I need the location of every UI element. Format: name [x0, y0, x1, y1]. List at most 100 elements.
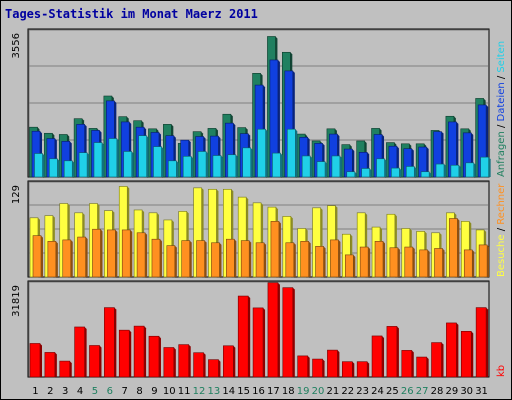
x-tick-label-day-25: 25 — [386, 386, 399, 397]
top-panel-legend-seiten: Seiten — [496, 41, 507, 73]
x-tick-label-day-27: 27 — [416, 386, 429, 397]
bar-rechner-day-13-face — [211, 242, 220, 278]
top-panel-legend: Anfragen / Dateien / Seiten — [496, 41, 507, 177]
bar-rechner-day-28-face — [434, 248, 443, 278]
bar-kb-day-6-side — [114, 307, 117, 377]
bar-rechner-day-5-face — [92, 228, 101, 278]
bar-rechner-day-18 — [285, 242, 296, 278]
bar-kb-day-25-side — [396, 326, 399, 377]
bar-rechner-day-31-face — [478, 244, 488, 278]
bar-seiten-day-21 — [331, 155, 342, 178]
bar-kb-day-2-side — [54, 352, 57, 377]
bar-rechner-day-11 — [181, 240, 192, 278]
bar-rechner-day-5 — [92, 228, 103, 278]
bar-kb-day-14-side — [233, 345, 236, 377]
bar-seiten-day-16-face — [257, 128, 266, 178]
bar-seiten-day-19 — [301, 155, 313, 178]
x-tick-label-day-11: 11 — [178, 386, 191, 397]
bar-seiten-day-11-face — [182, 156, 192, 178]
bar-kb-day-1 — [29, 343, 42, 378]
bar-kb-day-31-face — [475, 307, 487, 378]
bar-kb-day-18-side — [292, 287, 295, 377]
bar-rechner-day-27 — [419, 249, 430, 278]
bar-rechner-day-16-side — [264, 242, 267, 277]
bar-rechner-day-2-face — [47, 241, 57, 278]
bar-rechner-day-6 — [107, 229, 118, 278]
bar-seiten-day-6 — [108, 138, 119, 178]
bar-seiten-day-17-face — [272, 152, 281, 178]
x-tick-label-day-29: 29 — [445, 386, 458, 397]
bar-rechner-day-30-face — [463, 249, 473, 278]
bar-rechner-day-17 — [270, 221, 281, 278]
bar-seiten-day-4 — [78, 152, 90, 178]
bar-kb-day-2 — [44, 352, 57, 378]
bar-rechner-day-7 — [121, 229, 133, 278]
bar-rechner-day-4-face — [77, 236, 86, 278]
bar-kb-day-26-face — [401, 350, 413, 378]
bar-seiten-day-28 — [435, 163, 447, 178]
top-panel-legend-separator: / — [496, 73, 507, 83]
bar-seiten-day-13-side — [220, 155, 223, 177]
bar-seiten-day-6-face — [108, 138, 118, 178]
bar-seiten-day-4-side — [87, 152, 90, 177]
bar-kb-day-25-face — [386, 326, 398, 378]
bar-seiten-day-9-face — [153, 146, 162, 178]
bar-kb-day-3-face — [59, 360, 71, 378]
bar-kb-day-24-side — [382, 335, 385, 377]
bar-kb-day-7-side — [129, 330, 132, 377]
bar-rechner-day-14 — [226, 238, 237, 278]
bar-rechner-day-8-face — [136, 232, 146, 278]
bar-kb-day-22-side — [352, 361, 355, 377]
bar-rechner-day-15 — [240, 240, 252, 278]
bar-seiten-day-5 — [93, 142, 104, 178]
x-tick-label-day-2: 2 — [47, 386, 53, 397]
bar-seiten-day-10-face — [168, 160, 177, 178]
bar-kb-day-19-face — [297, 355, 308, 378]
bar-kb-day-4-face — [74, 326, 85, 378]
bar-kb-day-5 — [89, 345, 102, 378]
bar-kb-day-11 — [178, 344, 191, 378]
bar-rechner-day-25 — [389, 247, 400, 278]
bar-rechner-day-19-side — [308, 241, 311, 277]
bar-rechner-day-5-side — [100, 229, 103, 277]
bar-kb-day-15-side — [248, 296, 251, 377]
bar-rechner-day-3-side — [70, 239, 73, 277]
bar-kb-day-6 — [104, 307, 117, 378]
bar-seiten-day-28-side — [444, 164, 447, 177]
x-tick-label-day-5: 5 — [92, 386, 98, 397]
bar-rechner-day-14-face — [226, 238, 235, 278]
bar-seiten-day-9-side — [161, 146, 164, 177]
bar-rechner-day-4 — [77, 236, 88, 278]
bar-rechner-day-9-face — [151, 238, 161, 278]
bar-kb-day-10-side — [173, 347, 176, 377]
bar-seiten-day-19-face — [301, 155, 311, 178]
bar-rechner-day-26-face — [404, 246, 414, 278]
bar-kb-day-19 — [297, 355, 310, 378]
x-tick-label-day-20: 20 — [312, 386, 325, 397]
bar-seiten-day-8-face — [138, 135, 147, 178]
bar-seiten-day-25 — [391, 167, 402, 178]
bar-rechner-day-13 — [211, 242, 222, 278]
x-tick-label-day-16: 16 — [252, 386, 265, 397]
bar-kb-day-26 — [401, 350, 414, 378]
x-tick-label-day-10: 10 — [163, 386, 176, 397]
bar-rechner-day-21-face — [330, 239, 339, 278]
bar-kb-day-12-side — [203, 352, 206, 377]
x-tick-label-day-3: 3 — [62, 386, 68, 397]
bar-rechner-day-12 — [196, 240, 207, 278]
bar-rechner-day-14-side — [234, 239, 237, 277]
bar-kb-day-21-face — [327, 349, 338, 378]
bar-rechner-day-31 — [478, 244, 490, 278]
bar-rechner-day-1 — [32, 235, 43, 278]
middle-panel-legend-besuche: Besuche — [496, 234, 507, 277]
bar-seiten-day-12-side — [206, 151, 209, 177]
bar-seiten-day-29-face — [450, 164, 460, 178]
bar-dateien-day-17-side — [277, 59, 280, 177]
bar-seiten-day-29 — [450, 164, 461, 178]
bar-seiten-day-15-face — [242, 147, 251, 178]
bar-seiten-day-12-face — [197, 151, 207, 178]
bar-seiten-day-22-face — [346, 171, 356, 178]
bar-kb-day-29-side — [456, 322, 459, 377]
bar-kb-day-30 — [460, 331, 474, 378]
